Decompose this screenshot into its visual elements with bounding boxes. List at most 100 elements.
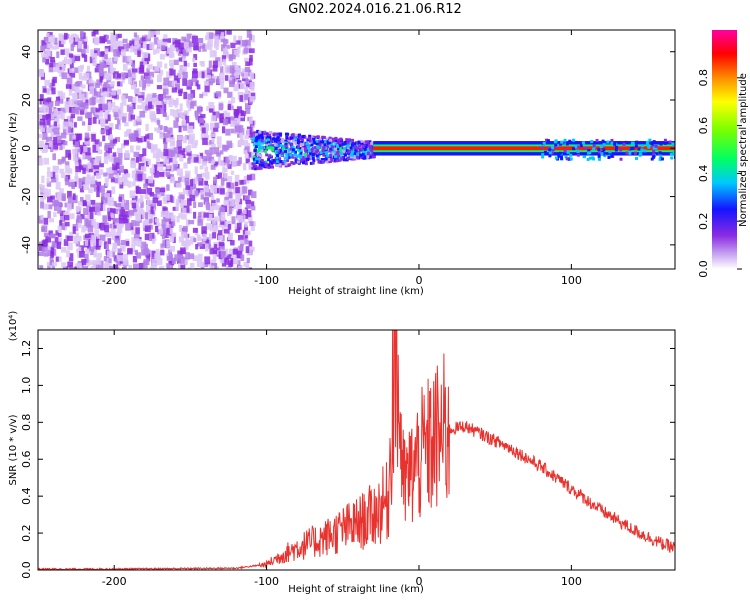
heatmap-cell — [78, 72, 83, 80]
heatmap-cell — [134, 204, 139, 210]
heatmap-cell — [248, 240, 253, 247]
heatmap-cell — [38, 122, 44, 130]
heatmap-cell — [171, 87, 177, 93]
heatmap-cell — [72, 226, 76, 234]
heatmap-cell — [41, 100, 47, 108]
heatmap-cell — [163, 159, 169, 165]
heatmap-cell — [236, 160, 241, 167]
heatmap-cell — [152, 197, 158, 204]
heatmap-cell — [130, 160, 137, 169]
heatmap-cell — [94, 68, 101, 73]
heatmap-cell — [182, 115, 186, 121]
heatmap-cell — [155, 188, 161, 195]
heatmap-cell — [329, 147, 333, 151]
heatmap-cell — [365, 142, 369, 146]
heatmap-cell — [46, 120, 51, 126]
heatmap-cell — [220, 37, 225, 43]
heatmap-cell — [122, 116, 126, 123]
heatmap-cell — [131, 236, 136, 245]
heatmap-cell — [250, 34, 255, 43]
heatmap-cell — [227, 176, 233, 184]
heatmap-cell — [41, 246, 48, 253]
heatmap-cell — [83, 41, 88, 49]
heatmap-cell — [106, 72, 112, 81]
heatmap-cell — [40, 184, 46, 193]
heatmap-cell — [187, 125, 194, 134]
heatmap-cell — [260, 159, 264, 163]
heatmap-cell — [92, 117, 97, 124]
heatmap-cell — [227, 164, 232, 169]
heatmap-cell — [342, 158, 346, 162]
heatmap-cell — [253, 149, 257, 153]
heatmap-cell — [231, 72, 236, 78]
heatmap-cell — [182, 225, 188, 232]
heatmap-cell — [619, 157, 623, 161]
heatmap-cell — [178, 57, 183, 62]
heatmap-cell — [103, 263, 108, 269]
heatmap-cell — [40, 201, 44, 209]
heatmap-cell — [554, 156, 558, 160]
heatmap-cell — [267, 165, 271, 169]
heatmap-cell — [293, 153, 297, 157]
heatmap-cell — [327, 158, 331, 162]
heatmap-cell — [111, 234, 116, 241]
heatmap-cell — [133, 151, 140, 157]
heatmap-cell — [321, 148, 325, 152]
heatmap-cell — [339, 137, 343, 141]
heatmap-cell — [254, 145, 258, 149]
heatmap-cell — [282, 145, 286, 149]
heatmap-cell — [208, 60, 212, 68]
heatmap-cell — [134, 133, 139, 142]
heatmap-cell — [210, 164, 216, 170]
heatmap-cell — [245, 39, 251, 47]
heatmap-cell — [246, 174, 252, 181]
heatmap-cell — [344, 153, 348, 157]
heatmap-cell — [114, 40, 121, 47]
heatmap-cell — [68, 121, 72, 127]
heatmap-cell — [161, 234, 166, 240]
heatmap-cell — [169, 176, 176, 184]
heatmap-cell — [53, 127, 60, 135]
heatmap-cell — [75, 241, 81, 247]
heatmap-cell — [114, 220, 119, 226]
heatmap-cell — [74, 148, 81, 153]
heatmap-cell — [324, 157, 328, 161]
heatmap-cell — [100, 51, 106, 56]
heatmap-cell — [58, 256, 62, 262]
heatmap-cell — [57, 206, 62, 214]
heatmap-cell — [217, 142, 222, 149]
heatmap-cell — [654, 144, 658, 148]
heatmap-cell — [97, 169, 104, 176]
heatmap-cell — [143, 72, 150, 79]
heatmap-cell — [211, 127, 215, 136]
heatmap-cell — [163, 142, 168, 150]
heatmap-cell — [548, 148, 552, 152]
heatmap-cell — [131, 73, 137, 79]
heatmap-cell — [360, 147, 364, 151]
heatmap-cell — [286, 149, 290, 153]
heatmap-cell — [201, 127, 206, 134]
heatmap-cell — [193, 62, 197, 67]
heatmap-cell — [227, 265, 232, 269]
heatmap-cell — [129, 40, 135, 49]
heatmap-cell — [366, 140, 370, 144]
heatmap-cell — [124, 122, 129, 127]
heatmap-cell — [291, 148, 295, 152]
heatmap-cell — [183, 205, 190, 213]
heatmap-cell — [94, 229, 99, 237]
heatmap-cell — [83, 145, 88, 153]
heatmap-cell — [275, 137, 279, 141]
heatmap-cell — [271, 146, 275, 150]
heatmap-cell — [196, 84, 201, 90]
heatmap-cell — [179, 112, 184, 118]
heatmap-cell — [237, 215, 244, 223]
heatmap-cell — [191, 183, 197, 189]
heatmap-cell — [336, 150, 340, 154]
heatmap-cell — [244, 153, 249, 159]
heatmap-cell — [201, 215, 205, 221]
heatmap-cell — [331, 139, 335, 143]
heatmap-cell — [565, 142, 569, 146]
heatmap-cell — [244, 232, 249, 239]
heatmap-cell — [46, 177, 50, 184]
heatmap-cell — [186, 80, 192, 87]
